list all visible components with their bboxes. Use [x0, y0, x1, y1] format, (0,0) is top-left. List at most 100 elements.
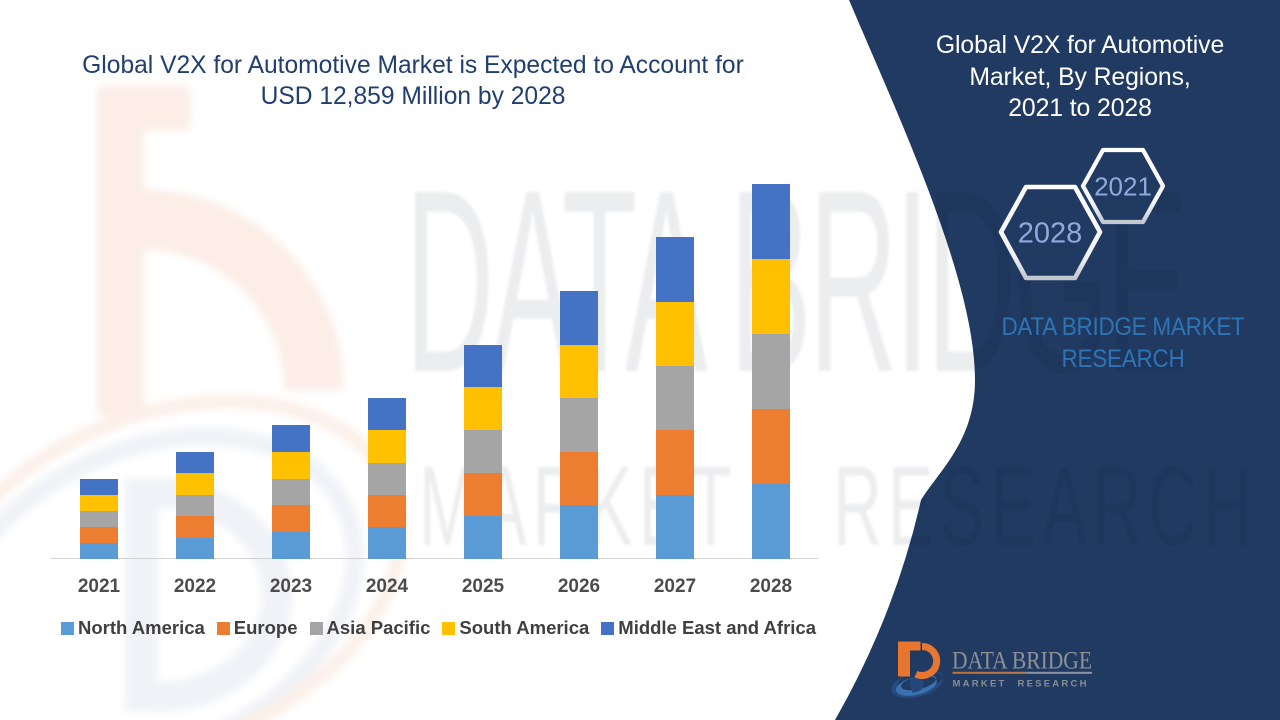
bar-2025[interactable]	[464, 344, 502, 559]
logo-swoosh-d	[908, 676, 924, 693]
bar-segment-middle-east-and-africa[interactable]	[464, 344, 502, 388]
bar-segment-asia-pacific[interactable]	[176, 494, 214, 517]
panel-title-line2: Market, By Regions,	[969, 63, 1191, 91]
watermark-swoosh-ring-blue	[0, 427, 364, 720]
bar-segment-north-america[interactable]	[464, 516, 502, 559]
panel-title: Global V2X for Automotive Market, By Reg…	[900, 30, 1260, 125]
bar-segment-middle-east-and-africa[interactable]	[176, 451, 214, 474]
bar-segment-south-america[interactable]	[560, 344, 598, 399]
bar-segment-north-america[interactable]	[80, 542, 118, 559]
hexagon-label-2021: 2021	[1094, 171, 1152, 202]
bar-segment-south-america[interactable]	[752, 258, 790, 334]
bar-segment-north-america[interactable]	[368, 526, 406, 559]
bar-segment-europe[interactable]	[80, 526, 118, 543]
panel-title-line3: 2021 to 2028	[1008, 95, 1152, 122]
x-tick-label-2023: 2023	[269, 576, 313, 597]
hexagon-2021	[1080, 147, 1166, 225]
x-tick-label-2027: 2027	[653, 576, 697, 597]
bar-segment-asia-pacific[interactable]	[368, 462, 406, 495]
bar-segment-middle-east-and-africa[interactable]	[272, 424, 310, 452]
bar-segment-middle-east-and-africa[interactable]	[560, 291, 598, 345]
bar-segment-asia-pacific[interactable]	[272, 478, 310, 506]
panel-title-line1: Global V2X for Automotive	[935, 32, 1225, 59]
watermark-d-bowl	[158, 478, 292, 712]
bar-2023[interactable]	[272, 424, 310, 559]
bar-segment-middle-east-and-africa[interactable]	[80, 478, 118, 495]
bar-segment-europe[interactable]	[368, 494, 406, 527]
bar-segment-asia-pacific[interactable]	[560, 398, 598, 452]
watermark-b-bowl	[144, 190, 344, 390]
bar-segment-south-america[interactable]	[272, 451, 310, 479]
chart-title: Global V2X for Automotive Market is Expe…	[43, 50, 783, 112]
logo-b-bowl	[914, 642, 941, 679]
legend-item-europe[interactable]: Europe	[216, 617, 298, 639]
legend-label: Asia Pacific	[326, 617, 431, 638]
bar-2026[interactable]	[560, 291, 598, 559]
bar-segment-south-america[interactable]	[656, 301, 694, 367]
logo-underline	[952, 671, 1092, 674]
panel-brand-line2: RESEARCH	[1061, 344, 1185, 373]
watermark-b-stem	[97, 86, 190, 416]
x-tick-label-2026: 2026	[557, 576, 601, 597]
legend-swatch	[601, 622, 615, 635]
panel-shape	[835, 0, 1280, 720]
bar-segment-asia-pacific[interactable]	[464, 430, 502, 474]
bar-segment-south-america[interactable]	[464, 387, 502, 431]
legend: North America Europe Asia Pacific South Ame…	[61, 617, 816, 639]
legend-label: Europe	[233, 617, 298, 638]
legend-label: South America	[459, 617, 590, 638]
bar-segment-europe[interactable]	[176, 516, 214, 538]
hexagon-label-2028: 2028	[1017, 217, 1083, 250]
bar-segment-europe[interactable]	[752, 408, 790, 484]
panel-brand-text: DATA BRIDGE MARKET RESEARCH	[978, 312, 1268, 375]
logo-swoosh-inner	[895, 674, 937, 696]
x-axis-line	[51, 558, 818, 559]
bar-2024[interactable]	[368, 398, 406, 559]
legend-item-south-america[interactable]: South America	[442, 617, 589, 639]
bar-2027[interactable]	[656, 237, 694, 559]
bar-segment-south-america[interactable]	[368, 430, 406, 463]
panel-brand-line1: DATA BRIDGE MARKET	[1001, 313, 1245, 341]
bar-segment-north-america[interactable]	[272, 532, 310, 559]
bar-segment-north-america[interactable]	[176, 537, 214, 559]
legend-swatch	[442, 622, 456, 635]
legend-item-middle-east-and-africa[interactable]: Middle East and Africa	[601, 617, 816, 639]
logo-wordmark: DATA BRIDGE	[952, 648, 1092, 675]
bar-segment-europe[interactable]	[272, 505, 310, 533]
bar-segment-north-america[interactable]	[752, 483, 790, 559]
bar-segment-europe[interactable]	[656, 430, 694, 495]
bar-segment-asia-pacific[interactable]	[656, 366, 694, 431]
x-tick-label-2025: 2025	[461, 576, 505, 597]
chart-title-line2: USD 12,859 Million by 2028	[260, 83, 566, 110]
bar-segment-asia-pacific[interactable]	[80, 510, 118, 527]
x-tick-label-2021: 2021	[77, 576, 121, 597]
bar-segment-north-america[interactable]	[560, 505, 598, 559]
legend-label: North America	[78, 617, 205, 638]
hexagon-2028	[998, 184, 1103, 281]
bar-2022[interactable]	[176, 451, 214, 559]
logo-b-stem	[898, 641, 921, 677]
legend-swatch	[309, 622, 323, 635]
bar-segment-south-america[interactable]	[80, 494, 118, 511]
plot-area: 2021 2022 2023 2024 2025 2026 2027 2028	[51, 183, 818, 597]
legend-label: Middle East and Africa	[618, 617, 816, 638]
bar-segment-middle-east-and-africa[interactable]	[368, 398, 406, 431]
bar-segment-north-america[interactable]	[656, 494, 694, 559]
x-tick-label-2028: 2028	[749, 576, 793, 597]
x-tick-label-2024: 2024	[365, 576, 409, 597]
bar-segment-europe[interactable]	[464, 473, 502, 517]
hexagon-2021-shape	[1080, 147, 1166, 225]
legend-item-asia-pacific[interactable]: Asia Pacific	[309, 617, 431, 639]
hexagon-2028-shape	[998, 184, 1103, 281]
legend-swatch	[61, 622, 74, 635]
bar-segment-europe[interactable]	[560, 451, 598, 506]
dbmr-logo: DATA BRIDGE MARKET RESEARCH	[891, 641, 1092, 699]
bar-2021[interactable]	[80, 478, 118, 559]
bar-segment-asia-pacific[interactable]	[752, 333, 790, 409]
bar-2028[interactable]	[752, 183, 790, 559]
bar-segment-south-america[interactable]	[176, 473, 214, 495]
bar-segment-middle-east-and-africa[interactable]	[752, 183, 790, 259]
legend-item-north-america[interactable]: North America	[61, 617, 205, 639]
legend-swatch	[216, 622, 230, 635]
bar-segment-middle-east-and-africa[interactable]	[656, 237, 694, 302]
